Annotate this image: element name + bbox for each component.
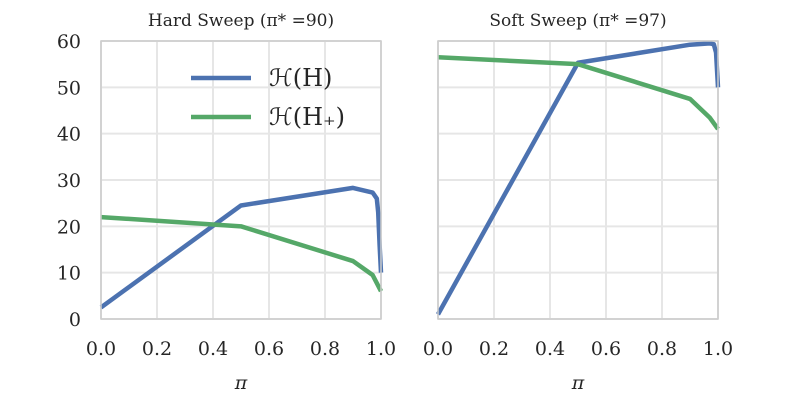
x-tick-label: 1.0 <box>366 338 396 360</box>
legend-entry: ℋ(H₊) <box>269 103 345 131</box>
x-tick-label: 0.0 <box>86 338 116 360</box>
hard-sweep-panel: 0.0 0.2 0.4 0.6 0.8 1.0 0 10 20 30 40 50 60 Hard Swee… <box>57 11 396 394</box>
y-tick-label: 60 <box>57 31 81 53</box>
series-line-0 <box>99 185 384 310</box>
x-axis-label: π <box>234 372 248 394</box>
plot-frame <box>437 40 719 320</box>
y-tick-label: 30 <box>57 170 81 192</box>
x-tick-label: 0.2 <box>479 338 509 360</box>
y-tick-label: 40 <box>57 124 81 146</box>
x-tick-label: 0.4 <box>198 338 228 360</box>
y-tick-label: 50 <box>57 77 81 99</box>
legend-entry: ℋ(H) <box>269 64 332 92</box>
x-tick-label: 0.0 <box>423 338 453 360</box>
x-tick-label: 0.2 <box>142 338 172 360</box>
x-tick-label: 0.4 <box>535 338 565 360</box>
chart-title: Hard Sweep (π* =90) <box>148 11 334 31</box>
x-tick-label: 0.6 <box>591 338 621 360</box>
x-tick-label: 0.6 <box>254 338 284 360</box>
series-line-1 <box>437 54 720 131</box>
x-tick-label: 0.8 <box>310 338 340 360</box>
x-axis-label: π <box>571 372 585 394</box>
plot-frame <box>100 40 382 320</box>
x-tick-label: 0.8 <box>647 338 677 360</box>
y-tick-label: 0 <box>69 309 81 331</box>
series-line-1 <box>100 214 383 293</box>
y-tick-label: 10 <box>57 263 81 285</box>
y-tick-label: 20 <box>57 216 81 238</box>
x-tick-label: 1.0 <box>703 338 733 360</box>
chart-title: Soft Sweep (π* =97) <box>489 11 666 31</box>
soft-sweep-panel: 0.0 0.2 0.4 0.6 0.8 1.0 Soft Sweep (π* =97) π <box>423 11 733 394</box>
